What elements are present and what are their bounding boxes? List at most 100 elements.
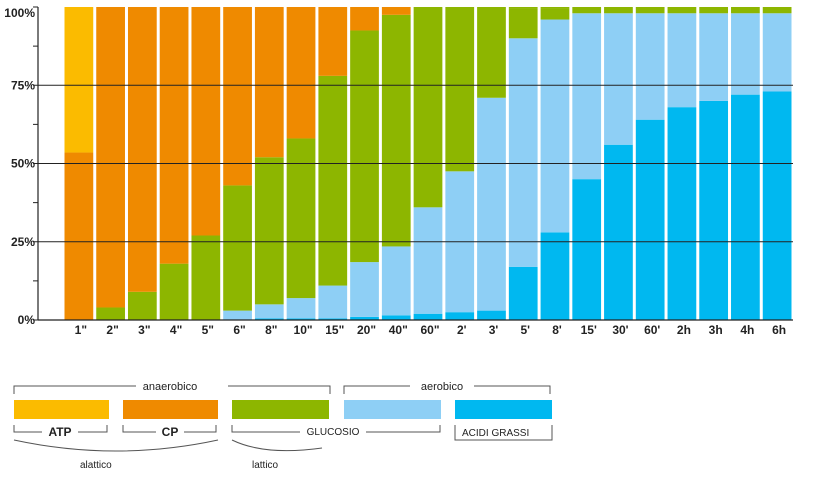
glucosio-label: GLUCOSIO bbox=[307, 427, 360, 438]
legend-swatch-acidi bbox=[455, 400, 552, 419]
x-tick-label: 2' bbox=[457, 323, 467, 337]
x-tick-label: 4" bbox=[170, 323, 182, 337]
legend-swatch-atp bbox=[14, 400, 109, 419]
bar-segment-cp bbox=[381, 7, 411, 15]
bar-segment-acidi bbox=[540, 232, 570, 320]
x-tick-label: 3" bbox=[138, 323, 150, 337]
legend-swatch-glucosio bbox=[232, 400, 329, 419]
bar-segment-glucosio bbox=[191, 235, 221, 320]
anaerobico-label: anaerobico bbox=[143, 381, 197, 393]
bar-segment-glucosio bbox=[254, 157, 284, 305]
bar-segment-glicogeno bbox=[254, 304, 284, 319]
bars-group bbox=[64, 7, 792, 321]
x-tick-label: 2" bbox=[106, 323, 118, 337]
x-tick-label: 15' bbox=[581, 323, 597, 337]
bar-segment-glucosio bbox=[508, 8, 538, 39]
bar-segment-top bbox=[762, 7, 792, 14]
bar-segment-glucosio bbox=[350, 30, 379, 263]
bar-segment-top bbox=[604, 7, 633, 14]
gridlines bbox=[38, 84, 793, 243]
bar-segment-cp bbox=[159, 7, 189, 264]
x-tick-label: 15" bbox=[325, 323, 344, 337]
cp-label: CP bbox=[162, 425, 179, 439]
aerobico-label-bg bbox=[410, 379, 474, 393]
bar-segment-glucosio bbox=[127, 291, 157, 320]
bar-segment-glicogeno bbox=[223, 310, 252, 320]
bar-segment-glucosio bbox=[96, 307, 125, 320]
bar-segment-glicogeno bbox=[667, 13, 697, 108]
x-tick-label: 8" bbox=[265, 323, 277, 337]
bar-segment-acidi bbox=[445, 312, 475, 320]
bar-segment-acidi bbox=[508, 266, 538, 320]
bar-segment-glicogeno bbox=[381, 246, 411, 316]
bar-segment-acidi bbox=[381, 315, 411, 320]
bar-segment-acidi bbox=[413, 313, 443, 320]
x-tick-label: 10" bbox=[294, 323, 313, 337]
y-tick-label: 75% bbox=[11, 78, 35, 92]
bar-segment-glucosio bbox=[540, 8, 570, 20]
bar-segment-acidi bbox=[350, 316, 379, 320]
bar-segment-glucosio bbox=[477, 7, 506, 98]
x-tick-label: 1" bbox=[75, 323, 87, 337]
x-tick-label: 3h bbox=[709, 323, 723, 337]
x-tick-label: 3' bbox=[489, 323, 499, 337]
acidi-bracket bbox=[454, 425, 553, 441]
bar-segment-cp bbox=[318, 7, 348, 76]
y-tick-label: 25% bbox=[11, 235, 35, 249]
bar-segment-glicogeno bbox=[318, 285, 348, 319]
bar-segment-glucosio bbox=[286, 138, 316, 299]
bar-segment-glicogeno bbox=[699, 13, 729, 101]
bar-segment-cp bbox=[286, 7, 316, 139]
y-tick-label: 50% bbox=[11, 157, 35, 171]
y-axis: 0% 25% 50% 75% 100% bbox=[4, 6, 39, 327]
bar-segment-glicogeno bbox=[635, 13, 665, 120]
x-tick-label: 5' bbox=[520, 323, 530, 337]
bar-segment-cp bbox=[64, 152, 94, 320]
stacked-bar-chart: 0% 25% 50% 75% 100% 1" 2" 3" 4" 5" 6" 8" 10" 15" 20" 4… bbox=[4, 6, 793, 337]
bar-segment-glicogeno bbox=[477, 97, 506, 311]
legend-swatch-glicogeno bbox=[344, 400, 441, 419]
x-tick-label: 20" bbox=[357, 323, 376, 337]
bar-segment-acidi bbox=[286, 318, 316, 320]
x-tick-label: 4h bbox=[740, 323, 754, 337]
x-tick-label: 6" bbox=[233, 323, 245, 337]
bar-segment-cp bbox=[127, 7, 157, 292]
bar-segment-acidi bbox=[762, 91, 792, 320]
x-axis: 1" 2" 3" 4" 5" 6" 8" 10" 15" 20" 40" 60" 2' 3' 5' 8' 15'… bbox=[38, 319, 793, 337]
bar-segment-acidi bbox=[667, 107, 697, 320]
bar-segment-acidi bbox=[572, 179, 602, 320]
bar-segment-glicogeno bbox=[604, 13, 633, 145]
bar-segment-glicogeno bbox=[508, 38, 538, 267]
bar-segment-acidi bbox=[254, 318, 284, 320]
bar-segment-top bbox=[508, 7, 538, 9]
bar-segment-cp bbox=[350, 7, 379, 31]
x-tick-label: 5" bbox=[202, 323, 214, 337]
anaerobico-label-bg bbox=[136, 379, 228, 393]
bar-segment-cp bbox=[191, 7, 221, 236]
acidi-label: ACIDI GRASSI bbox=[462, 428, 529, 439]
x-tick-label: 40" bbox=[389, 323, 408, 337]
bar-segment-glicogeno bbox=[762, 13, 792, 92]
bar-segment-glicogeno bbox=[572, 13, 602, 180]
atp-label: ATP bbox=[48, 425, 71, 439]
y-tick-label: 100% bbox=[4, 6, 35, 20]
bar-segment-acidi bbox=[318, 318, 348, 320]
x-tick-label: 30' bbox=[612, 323, 628, 337]
bar-segment-top bbox=[540, 7, 570, 9]
bar-segment-top bbox=[731, 7, 760, 14]
bar-segment-glucosio bbox=[318, 75, 348, 286]
lattico-arc bbox=[231, 439, 323, 452]
bar-segment-glicogeno bbox=[540, 19, 570, 233]
aerobico-label: aerobico bbox=[421, 381, 463, 393]
bar-segment-acidi bbox=[635, 119, 665, 321]
bar-segment-acidi bbox=[604, 144, 633, 320]
bar-segment-top bbox=[635, 7, 665, 14]
bar-segment-glicogeno bbox=[731, 13, 760, 95]
lattico-label: lattico bbox=[252, 460, 279, 471]
bar-segment-cp bbox=[223, 7, 252, 186]
bar-segment-cp bbox=[254, 7, 284, 158]
x-tick-label: 8' bbox=[552, 323, 562, 337]
bar-segment-top bbox=[699, 7, 729, 14]
bar-segment-glucosio bbox=[413, 7, 443, 208]
x-tick-label: 6h bbox=[772, 323, 786, 337]
